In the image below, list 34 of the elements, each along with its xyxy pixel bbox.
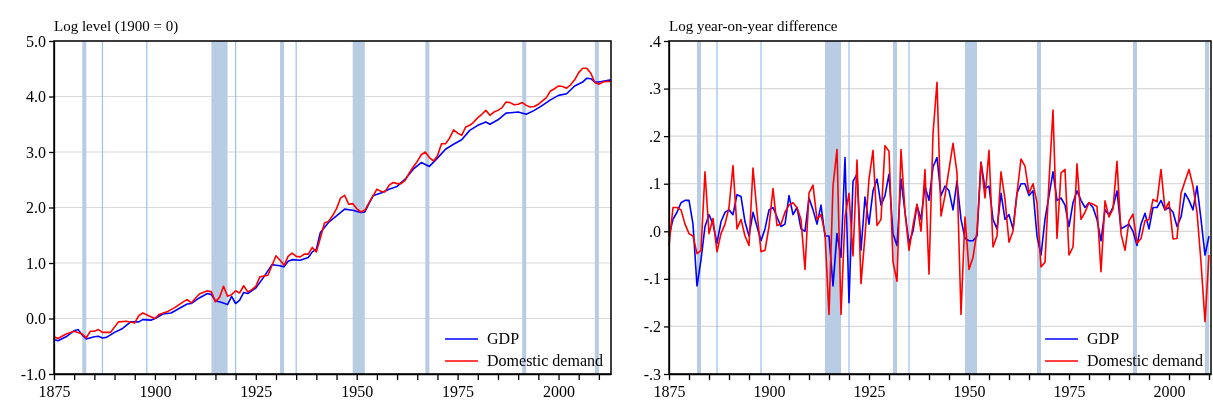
x-tick-label: 1950	[341, 383, 374, 401]
y-tick-label: 4.0	[26, 88, 46, 106]
y-tick-label: -1.0	[20, 365, 46, 383]
legend-label: Domestic demand	[1087, 352, 1203, 369]
x-tick-label: 1875	[38, 383, 71, 401]
y-tick-label: -.2	[643, 318, 661, 336]
x-tick-label: 1900	[753, 383, 786, 401]
y-tick-label: 2.0	[26, 199, 46, 217]
x-tick-label: 1900	[139, 383, 172, 401]
x-tick-label: 2000	[543, 383, 576, 401]
x-tick-label: 1950	[953, 383, 986, 401]
y-tick-label: 3.0	[26, 143, 46, 161]
y-tick-label: -.3	[643, 365, 661, 383]
x-tick-label: 1925	[853, 383, 886, 401]
y-tick-label: .1	[649, 175, 661, 193]
y-tick-label: .0	[649, 222, 661, 240]
y-tick-label: 5.0	[26, 32, 46, 50]
y-tick-label: -.1	[643, 270, 661, 288]
x-tick-label: 1975	[442, 383, 475, 401]
legend-label: GDP	[1087, 330, 1120, 347]
chart-title: Log level (1900 = 0)	[54, 18, 179, 35]
x-tick-label: 2000	[1153, 383, 1186, 401]
y-tick-label: 1.0	[26, 254, 46, 272]
y-tick-label: .2	[649, 127, 661, 145]
chart-title: Log year-on-year difference	[669, 18, 838, 34]
x-tick-label: 1925	[240, 383, 273, 401]
x-tick-label: 1875	[653, 383, 686, 401]
y-tick-label: 0.0	[26, 310, 46, 328]
y-tick-label: .3	[649, 80, 661, 98]
legend-label: Domestic demand	[487, 352, 603, 369]
y-tick-label: .4	[649, 32, 661, 50]
legend-label: GDP	[487, 330, 520, 347]
line-series	[668, 81, 1210, 323]
x-tick-label: 1975	[1053, 383, 1086, 401]
